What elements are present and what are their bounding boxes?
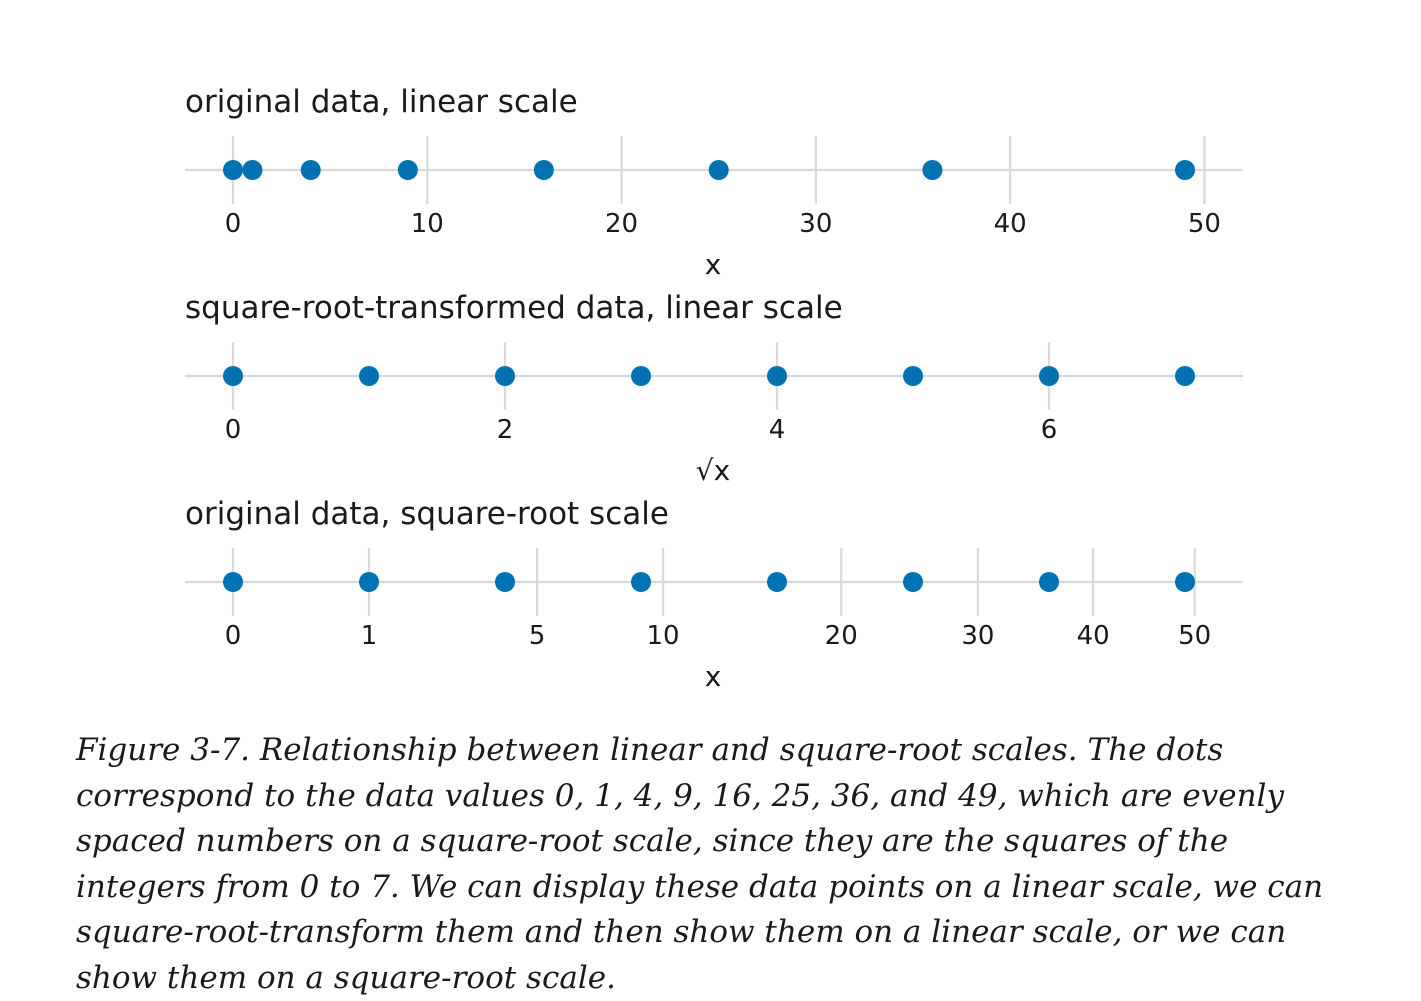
tick-label: 0 bbox=[225, 415, 242, 445]
axis-label: x bbox=[705, 248, 722, 281]
data-point bbox=[533, 160, 554, 180]
tick-label: 5 bbox=[529, 621, 546, 651]
tick-label: 50 bbox=[1188, 209, 1221, 239]
axis-label: x bbox=[705, 660, 722, 693]
tick-label: 50 bbox=[1178, 621, 1211, 651]
data-point bbox=[359, 366, 379, 386]
tick-label: 6 bbox=[1041, 415, 1058, 445]
panel-title: square-root-transformed data, linear sca… bbox=[185, 290, 843, 326]
data-point bbox=[223, 572, 243, 592]
data-point bbox=[223, 366, 243, 386]
data-point bbox=[359, 572, 379, 592]
figure-caption: Figure 3-7. Relationship between linear … bbox=[76, 732, 1324, 996]
data-point bbox=[708, 160, 729, 180]
data-point bbox=[1175, 160, 1195, 180]
data-point bbox=[767, 366, 787, 386]
data-point bbox=[495, 572, 515, 592]
tick-label: 1 bbox=[361, 621, 378, 651]
tick-label: 0 bbox=[225, 621, 242, 651]
tick-label: 40 bbox=[994, 209, 1027, 239]
axis-label: √x bbox=[696, 454, 730, 487]
panel-title: original data, square-root scale bbox=[185, 496, 669, 532]
tick-label: 40 bbox=[1077, 621, 1110, 651]
tick-label: 4 bbox=[769, 415, 786, 445]
data-point bbox=[903, 572, 923, 592]
tick-label: 20 bbox=[605, 209, 638, 239]
data-point bbox=[631, 572, 651, 592]
data-point bbox=[922, 160, 943, 180]
tick-label: 30 bbox=[961, 621, 994, 651]
data-point bbox=[903, 366, 923, 386]
data-point bbox=[397, 160, 418, 180]
tick-label: 10 bbox=[647, 621, 680, 651]
tick-label: 2 bbox=[497, 415, 514, 445]
data-point bbox=[495, 366, 515, 386]
data-point bbox=[300, 160, 321, 180]
data-point bbox=[242, 160, 263, 180]
tick-label: 20 bbox=[825, 621, 858, 651]
data-point bbox=[223, 160, 243, 180]
data-point bbox=[767, 572, 787, 592]
data-point bbox=[1175, 572, 1195, 592]
data-point bbox=[1039, 366, 1059, 386]
panel-title: original data, linear scale bbox=[185, 84, 578, 120]
data-point bbox=[631, 366, 651, 386]
tick-label: 10 bbox=[411, 209, 444, 239]
data-point bbox=[1039, 572, 1059, 592]
tick-label: 30 bbox=[799, 209, 832, 239]
data-point bbox=[1175, 366, 1195, 386]
tick-label: 0 bbox=[225, 209, 242, 239]
